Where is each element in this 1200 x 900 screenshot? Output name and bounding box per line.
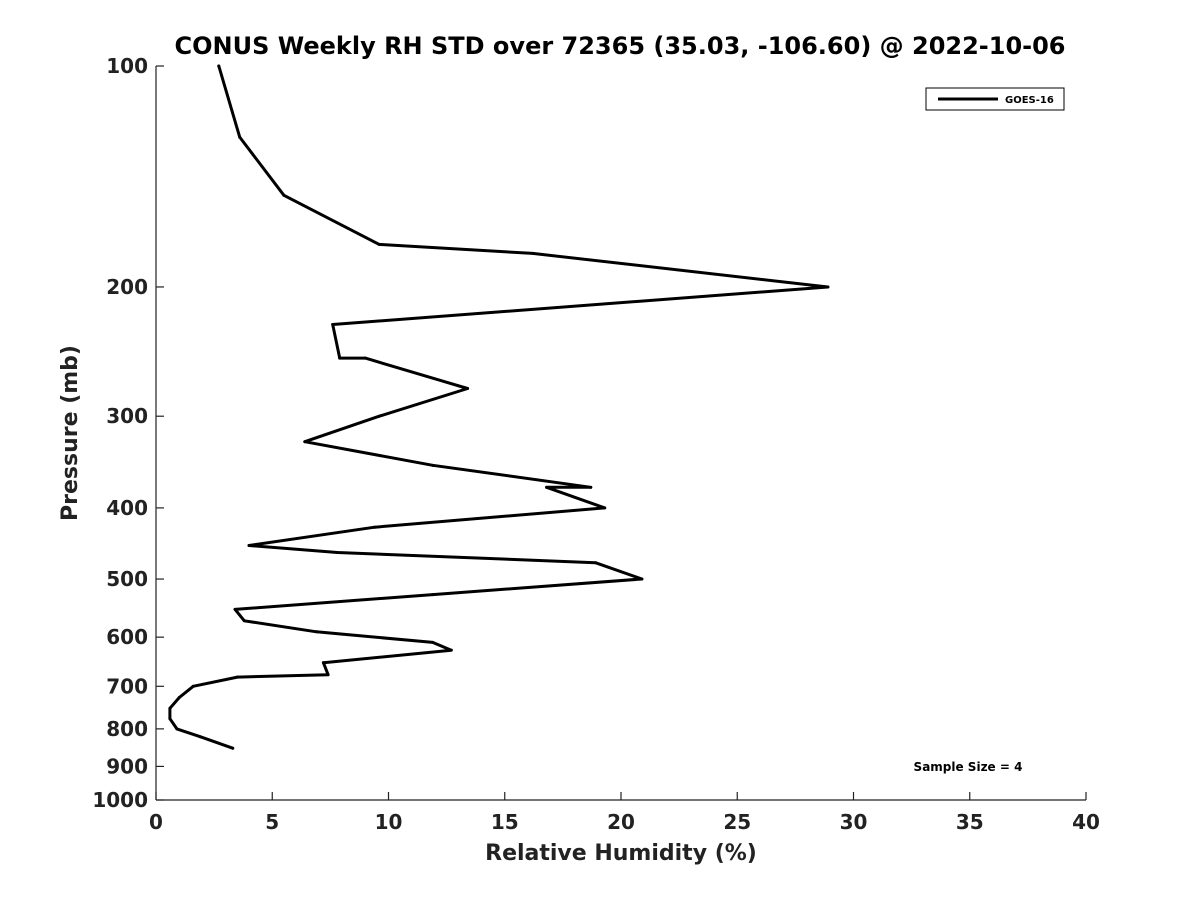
series-line-goes-16 (168, 64, 830, 750)
data-point (217, 64, 221, 68)
y-tick-label: 700 (106, 674, 148, 698)
data-point (314, 630, 318, 634)
x-tick-label: 20 (607, 810, 635, 834)
data-point (466, 386, 470, 390)
data-point (335, 550, 339, 554)
data-point (242, 619, 246, 623)
x-tick-label: 25 (723, 810, 751, 834)
y-axis-ticks: 100 200 300 400 500 600 700 800 900 1000 (92, 54, 164, 812)
x-tick-label: 0 (149, 810, 163, 834)
x-axis-label: Relative Humidity (%) (485, 841, 757, 866)
y-axis-label: Pressure (mb) (58, 345, 83, 521)
data-point (168, 706, 172, 710)
x-tick-label: 40 (1072, 810, 1100, 834)
data-point (603, 506, 607, 510)
data-point (826, 285, 830, 289)
y-tick-label: 900 (106, 754, 148, 778)
data-point (247, 543, 251, 547)
data-point (191, 684, 195, 688)
y-tick-label: 800 (106, 717, 148, 741)
y-tick-label: 300 (106, 404, 148, 428)
legend: GOES-16 (925, 87, 1065, 111)
y-tick-label: 500 (106, 567, 148, 591)
data-point (177, 695, 181, 699)
y-tick-label: 600 (106, 625, 148, 649)
data-point (431, 640, 435, 644)
x-tick-label: 15 (491, 810, 519, 834)
x-tick-label: 10 (375, 810, 403, 834)
data-point (431, 463, 435, 467)
data-point (326, 673, 330, 677)
data-point (321, 661, 325, 665)
data-point (282, 193, 286, 197)
data-point (235, 675, 239, 679)
data-point (377, 414, 381, 418)
x-tick-label: 5 (265, 810, 279, 834)
y-tick-label: 200 (106, 275, 148, 299)
x-axis-ticks: 0 5 10 15 20 25 30 35 40 (149, 792, 1100, 834)
data-point (198, 735, 202, 739)
data-point (593, 561, 597, 565)
data-point (168, 717, 172, 721)
data-point (231, 746, 235, 750)
chart-title: CONUS Weekly RH STD over 72365 (35.03, -… (174, 32, 1065, 60)
series-layer (168, 64, 830, 750)
data-point (531, 251, 535, 255)
data-point (431, 593, 435, 597)
data-point (363, 356, 367, 360)
data-point (303, 440, 307, 444)
x-tick-label: 30 (840, 810, 868, 834)
plot-axes (155, 66, 1086, 801)
sample-size-annotation: Sample Size = 4 (914, 760, 1023, 774)
legend-label-goes-16: GOES-16 (1005, 95, 1054, 106)
data-point (175, 727, 179, 731)
data-point (338, 356, 342, 360)
data-point (640, 577, 644, 581)
data-point (233, 607, 237, 611)
data-point (377, 242, 381, 246)
data-point (589, 485, 593, 489)
x-tick-label: 35 (956, 810, 984, 834)
y-tick-label: 100 (106, 54, 148, 78)
data-point (545, 485, 549, 489)
y-tick-label: 1000 (92, 788, 148, 812)
data-point (373, 525, 377, 529)
data-point (331, 323, 335, 327)
y-tick-label: 400 (106, 496, 148, 520)
data-point (449, 648, 453, 652)
data-point (238, 135, 242, 139)
